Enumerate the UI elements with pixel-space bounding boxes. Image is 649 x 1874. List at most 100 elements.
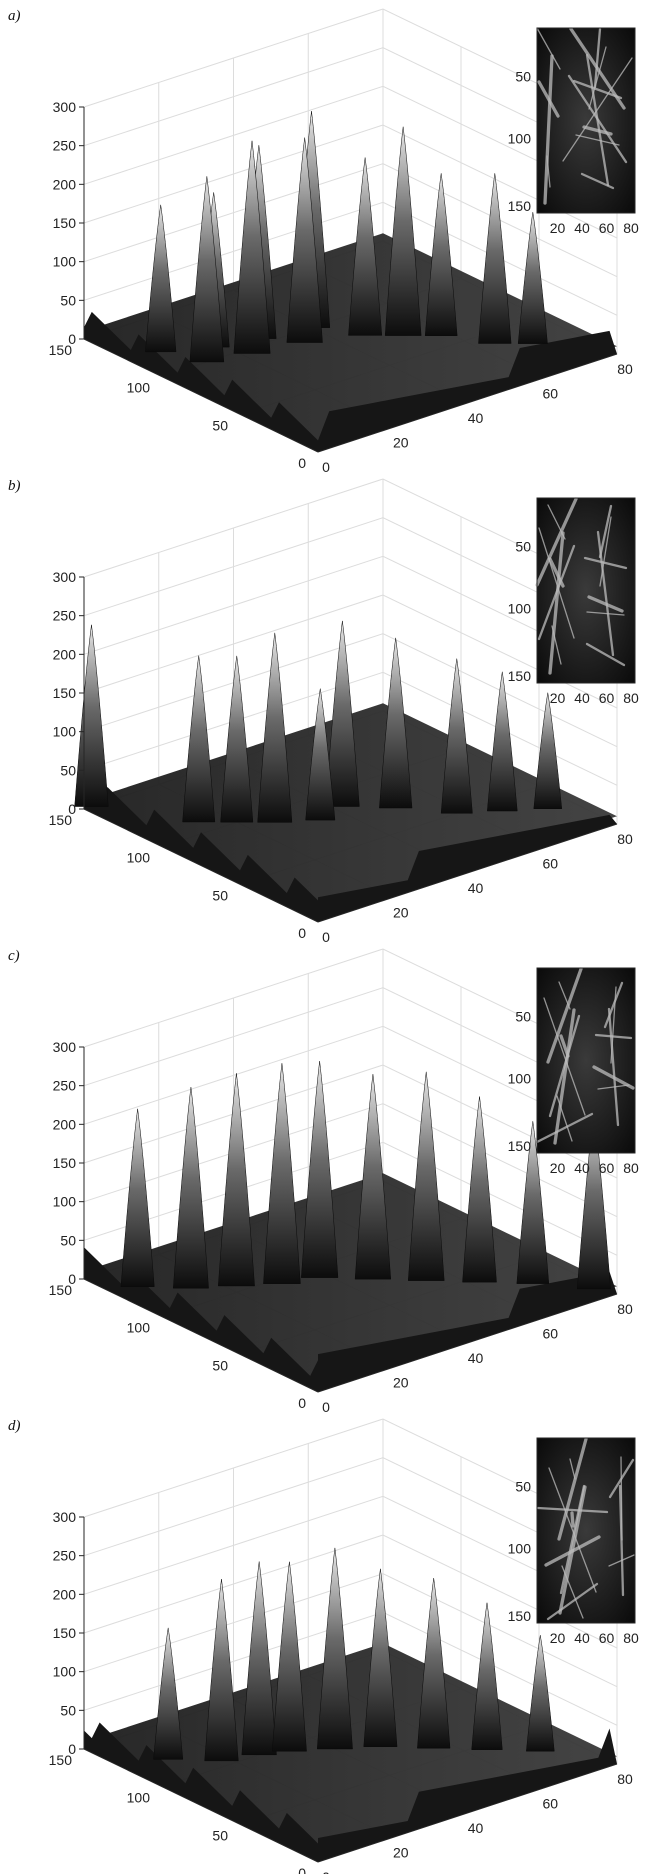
x-tick-label: 40 [468, 880, 484, 896]
surface-peak [440, 658, 473, 814]
inset-vessel [553, 1008, 576, 1145]
surface-peak [471, 1602, 503, 1750]
y-tick-label: 50 [212, 417, 228, 433]
x-tick-label: 80 [617, 361, 633, 377]
inset-vessel [562, 57, 633, 162]
inset-vessel [567, 74, 628, 164]
surface-peak [517, 212, 548, 344]
surface-peak [417, 1578, 451, 1749]
surface-peak [74, 624, 109, 807]
x-tick-label: 20 [393, 905, 409, 921]
z-tick-label: 300 [53, 1039, 77, 1055]
inset-x-tick-label: 40 [574, 220, 590, 236]
inset-x-tick-label: 60 [599, 1630, 615, 1646]
inset-x-tick-label: 40 [574, 1160, 590, 1176]
inset-vessel [599, 516, 612, 587]
surface-peak [301, 1061, 339, 1278]
inset-x-tick-label: 20 [550, 1160, 566, 1176]
inset-vessel [543, 997, 586, 1116]
inset-x-tick-label: 60 [599, 220, 615, 236]
z-tick-label: 150 [53, 215, 77, 231]
inset-vessel [536, 27, 561, 70]
surface-peak [379, 637, 413, 809]
inset-y-tick-label: 50 [515, 539, 531, 555]
inset-vessel [546, 967, 583, 1064]
surface-peak [424, 173, 458, 336]
inset-vessel [583, 556, 628, 570]
surface-peak [263, 1063, 301, 1284]
x-axis-line [317, 1293, 618, 1393]
surface-peak [145, 204, 177, 353]
y-tick-label: 100 [127, 380, 151, 396]
surface-peak [204, 1579, 239, 1762]
x-tick-label: 40 [468, 410, 484, 426]
surface-peak [182, 655, 216, 823]
inset-frame [536, 27, 636, 214]
panel-label: a) [8, 8, 21, 24]
inset-x-tick-label: 80 [623, 1160, 639, 1176]
x-tick-label: 40 [468, 1820, 484, 1836]
inset-vessel [538, 527, 575, 639]
inset-vessel [587, 595, 624, 613]
y-tick-label: 50 [212, 1827, 228, 1843]
inset-vessel [548, 1014, 581, 1118]
surface-peak [257, 632, 293, 823]
surface-panel: 0 50 100 150 200 250 300 0 20 40 60 80 0 50 100 150 d) 50… [8, 1418, 639, 1874]
y-tick-label: 150 [49, 1282, 73, 1298]
y-tick-label: 0 [298, 925, 306, 941]
inset-vessel [585, 642, 626, 667]
y-tick-label: 150 [49, 1752, 73, 1768]
surface-peak [241, 1561, 277, 1756]
x-axis-line [317, 1763, 618, 1863]
inset-x-tick-label: 20 [550, 220, 566, 236]
z-tick-label: 50 [60, 762, 76, 778]
inset-x-tick-label: 80 [623, 690, 639, 706]
surface-peak [354, 1074, 392, 1280]
inset-vessel [598, 504, 613, 559]
surface-front-edge [84, 1722, 617, 1862]
y-tick-label: 100 [127, 1790, 151, 1806]
inset-x-tick-label: 40 [574, 690, 590, 706]
surface-peak [233, 140, 271, 354]
inset-y-tick-label: 150 [508, 198, 532, 214]
z-tick-label: 100 [53, 1664, 77, 1680]
x-tick-label: 20 [393, 1375, 409, 1391]
inset-vessel [607, 1007, 620, 1127]
panel-label: b) [8, 478, 21, 494]
x-axis-line [317, 353, 618, 453]
inset-frame [536, 497, 636, 684]
inset-y-tick-label: 50 [515, 1479, 531, 1495]
z-tick-label: 150 [53, 1625, 77, 1641]
x-tick-label: 60 [542, 856, 558, 872]
z-tick-label: 50 [60, 1232, 76, 1248]
x-tick-label: 40 [468, 1350, 484, 1366]
x-tick-label: 80 [617, 1771, 633, 1787]
z-tick-label: 200 [53, 1586, 77, 1602]
z-tick-label: 0 [68, 1741, 76, 1757]
inset-x-tick-label: 80 [623, 220, 639, 236]
inset-vessel [588, 46, 607, 110]
surface-peak [271, 1561, 307, 1752]
x-tick-label: 20 [393, 435, 409, 451]
surface-peak [325, 620, 360, 807]
z-tick-label: 100 [53, 254, 77, 270]
inset-vessel [586, 611, 625, 616]
surface-peak [487, 671, 518, 812]
inset-vessel [535, 497, 578, 587]
x-tick-label: 0 [322, 1399, 330, 1415]
z-tick-label: 300 [53, 569, 77, 585]
inset-vessel [557, 1437, 588, 1541]
surface-peak [305, 688, 336, 821]
surface-front-edge [84, 311, 617, 452]
inset-y-tick-label: 50 [515, 69, 531, 85]
inset-y-tick-label: 150 [508, 1608, 532, 1624]
surface-peak [286, 137, 323, 343]
surface-peak [348, 157, 383, 336]
z-tick-label: 100 [53, 1194, 77, 1210]
inset-y-tick-label: 100 [508, 600, 532, 616]
inset-vessel [535, 1112, 594, 1144]
surface-peak [363, 1568, 398, 1747]
z-tick-label: 250 [53, 608, 77, 624]
y-tick-label: 0 [298, 455, 306, 471]
y-tick-label: 100 [127, 1320, 151, 1336]
